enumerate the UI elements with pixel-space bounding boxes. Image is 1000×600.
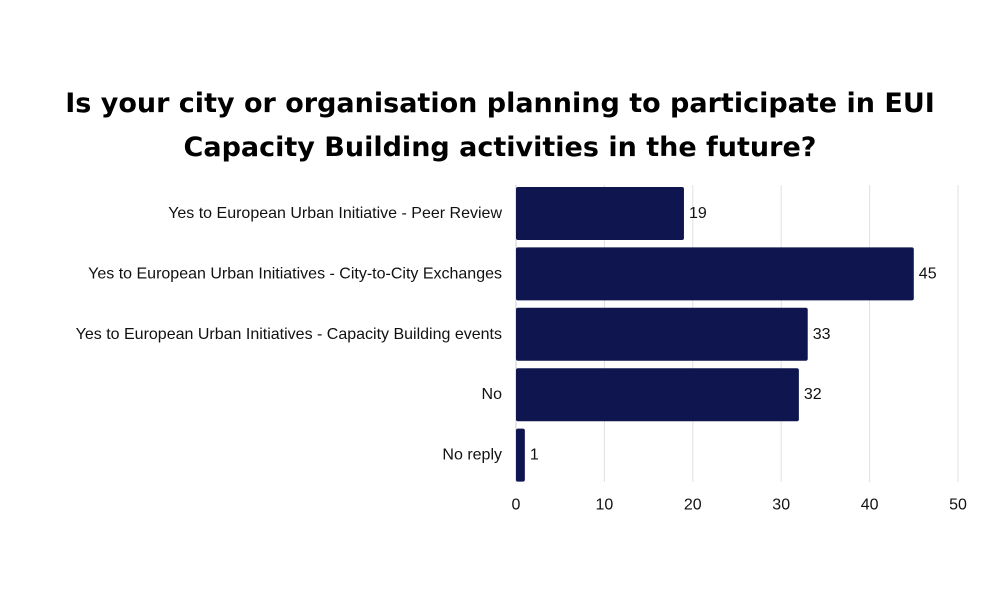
category-label: No [482, 386, 503, 403]
value-label: 19 [689, 205, 707, 222]
category-label: Yes to European Urban Initiatives - City… [88, 265, 502, 282]
chart-title: Is your city or organisation planning to… [65, 88, 935, 163]
x-tick-label: 10 [596, 497, 614, 514]
x-tick-label: 50 [949, 497, 967, 514]
category-label: Yes to European Urban Initiative - Peer … [168, 205, 502, 222]
x-tick-label: 30 [772, 497, 790, 514]
value-label: 33 [813, 326, 831, 343]
bar [516, 247, 914, 301]
bars [516, 187, 914, 482]
x-tick-label: 0 [512, 497, 521, 514]
bar [516, 307, 808, 361]
bar [516, 428, 525, 482]
bar [516, 187, 684, 240]
value-label: 45 [919, 265, 937, 282]
category-label: No reply [442, 447, 502, 464]
labels: Yes to European Urban Initiative - Peer … [76, 205, 967, 514]
bar [516, 368, 799, 422]
x-tick-label: 40 [861, 497, 879, 514]
category-label: Yes to European Urban Initiatives - Capa… [76, 326, 502, 343]
value-label: 1 [530, 447, 539, 464]
x-tick-label: 20 [684, 497, 702, 514]
value-label: 32 [804, 386, 822, 403]
